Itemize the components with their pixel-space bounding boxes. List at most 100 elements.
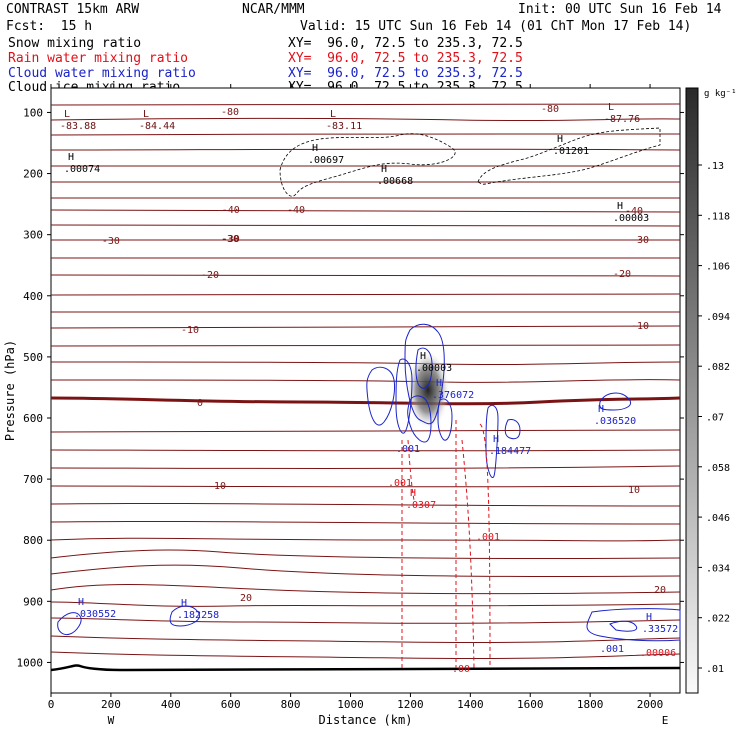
extremum-value: .376072 xyxy=(432,390,474,401)
colorbar-tick-label: .13 xyxy=(706,161,724,172)
y-tick-label: 700 xyxy=(23,473,43,486)
extremum-marker: H xyxy=(181,598,187,609)
isotherm xyxy=(50,520,681,525)
isotherm-label: -20 xyxy=(201,270,219,281)
isotherm-label: -20 xyxy=(613,269,631,280)
colorbar: .13 .118 .106 .094 .082 .07 .058 .046 .034 .022 .0… xyxy=(685,87,737,694)
isotherm-label: -30 xyxy=(222,234,240,245)
isotherm xyxy=(50,502,681,507)
isotherm xyxy=(50,635,681,644)
center-label: NCAR/MMM xyxy=(242,2,305,17)
extremum-marker: H xyxy=(598,404,604,415)
isotherm-label: -40 xyxy=(625,206,643,217)
extremum-marker: H xyxy=(436,378,442,389)
colorbar-scale xyxy=(685,87,699,694)
extremum-value: .00074 xyxy=(64,164,100,175)
legend-cloud-water-xy: XY= 96.0, 72.5 to 235.3, 72.5 xyxy=(288,66,523,81)
x-tick-label: 0 xyxy=(48,698,55,711)
isotherm xyxy=(50,209,681,213)
legend-snow-name: Snow mixing ratio xyxy=(8,36,142,51)
isotherm-label: -40 xyxy=(222,205,240,216)
isotherm-label: -10 xyxy=(631,321,649,332)
colorbar-unit: g kg⁻¹ xyxy=(704,89,737,99)
colorbar-tick-label: .022 xyxy=(706,614,730,625)
colorbar-tick-label: .094 xyxy=(706,312,730,323)
extremum-value: .00006 xyxy=(640,648,676,659)
isotherm xyxy=(50,449,681,452)
extremum-marker: H xyxy=(312,143,318,154)
forecast-hour: Fcst: 15 h xyxy=(6,19,93,34)
isotherm xyxy=(50,103,681,106)
isotherm xyxy=(50,537,681,542)
y-tick-label: 800 xyxy=(23,534,43,547)
legend-rain-name: Rain water mixing ratio xyxy=(8,51,189,66)
isotherm-label: 10 xyxy=(628,485,640,496)
x-tick-label: 800 xyxy=(281,698,301,711)
y-tick-label: 300 xyxy=(23,229,43,242)
isotherm xyxy=(50,133,681,136)
y-tick-label: 200 xyxy=(23,168,43,181)
colorbar-tick-label: .07 xyxy=(706,413,724,424)
cloud-ice-region xyxy=(279,133,456,197)
cloud-water-contour xyxy=(437,398,453,441)
x-tick-label: 1600 xyxy=(517,698,544,711)
cloud-water-contour xyxy=(504,419,521,440)
extremum-value: .184477 xyxy=(489,446,531,457)
isotherm xyxy=(50,584,681,595)
isotherm-label: -80 xyxy=(221,107,239,118)
valid-time: Valid: 15 UTC Sun 16 Feb 14 (01 ChT Mon … xyxy=(300,19,692,34)
extremum-value: .036520 xyxy=(594,416,636,427)
isotherm-label: -10 xyxy=(181,325,199,336)
extremum-marker: H xyxy=(646,612,652,623)
isotherm xyxy=(50,564,681,578)
isotherm-label: -30 xyxy=(102,236,120,247)
colorbar-tick-label: .118 xyxy=(706,211,730,222)
extremum-marker: H xyxy=(617,201,623,212)
y-tick-label: 400 xyxy=(23,290,43,303)
x-tick-label: 1200 xyxy=(397,698,424,711)
x-axis-label: Distance (km) xyxy=(319,713,413,727)
extremum-marker: H xyxy=(78,597,84,608)
y-tick-label: 100 xyxy=(23,106,43,119)
colorbar-tick-label: .01 xyxy=(706,664,724,675)
cloud-water-contour xyxy=(404,323,445,425)
isotherm xyxy=(50,651,681,660)
isotherm xyxy=(50,325,681,329)
temperature-contours xyxy=(50,103,681,660)
isotherm-label: 0 xyxy=(197,398,203,409)
extremum-marker: H xyxy=(381,164,387,175)
cloud-water-contour xyxy=(407,395,432,443)
legend-snow-xy: XY= 96.0, 72.5 to 235.3, 72.5 xyxy=(288,36,523,51)
cloud-water-contour xyxy=(395,358,413,434)
extremum-value: .182258 xyxy=(177,610,219,621)
y-tick-label: 600 xyxy=(23,412,43,425)
isotherm-label: 20 xyxy=(654,585,666,596)
cloud-water-contour xyxy=(485,404,499,478)
isotherm-label: 10 xyxy=(214,481,226,492)
plot-area xyxy=(50,87,681,694)
isotherm-zero xyxy=(50,396,681,406)
x-tick-label: 400 xyxy=(161,698,181,711)
cloud-water-contour xyxy=(586,608,681,642)
extremum-value: -83.11 xyxy=(326,121,362,132)
x-end-label-east: E xyxy=(662,714,669,727)
extremum-value: .00003 xyxy=(416,363,452,374)
y-tick-label: 500 xyxy=(23,351,43,364)
cloud-water-contours xyxy=(57,323,681,642)
isotherm xyxy=(50,344,681,347)
isotherm xyxy=(50,465,681,469)
extremum-value: .33572 xyxy=(642,624,678,635)
isotherm xyxy=(50,485,681,488)
cloud-water-contour xyxy=(609,620,638,632)
cloud-water-contour xyxy=(599,392,632,411)
extremum-value: .00003 xyxy=(613,213,649,224)
extremum-value: -83.88 xyxy=(60,121,96,132)
extremum-value: .00668 xyxy=(377,176,413,187)
extremum-value: .001 xyxy=(388,478,412,489)
extremum-value: .001 xyxy=(396,444,420,455)
init-time: Init: 00 UTC Sun 16 Feb 14 xyxy=(518,2,722,17)
isotherm xyxy=(50,148,681,151)
isotherm-label: -80 xyxy=(541,104,559,115)
extremum-marker: L xyxy=(608,102,614,113)
extremum-value: .001 xyxy=(600,644,624,655)
